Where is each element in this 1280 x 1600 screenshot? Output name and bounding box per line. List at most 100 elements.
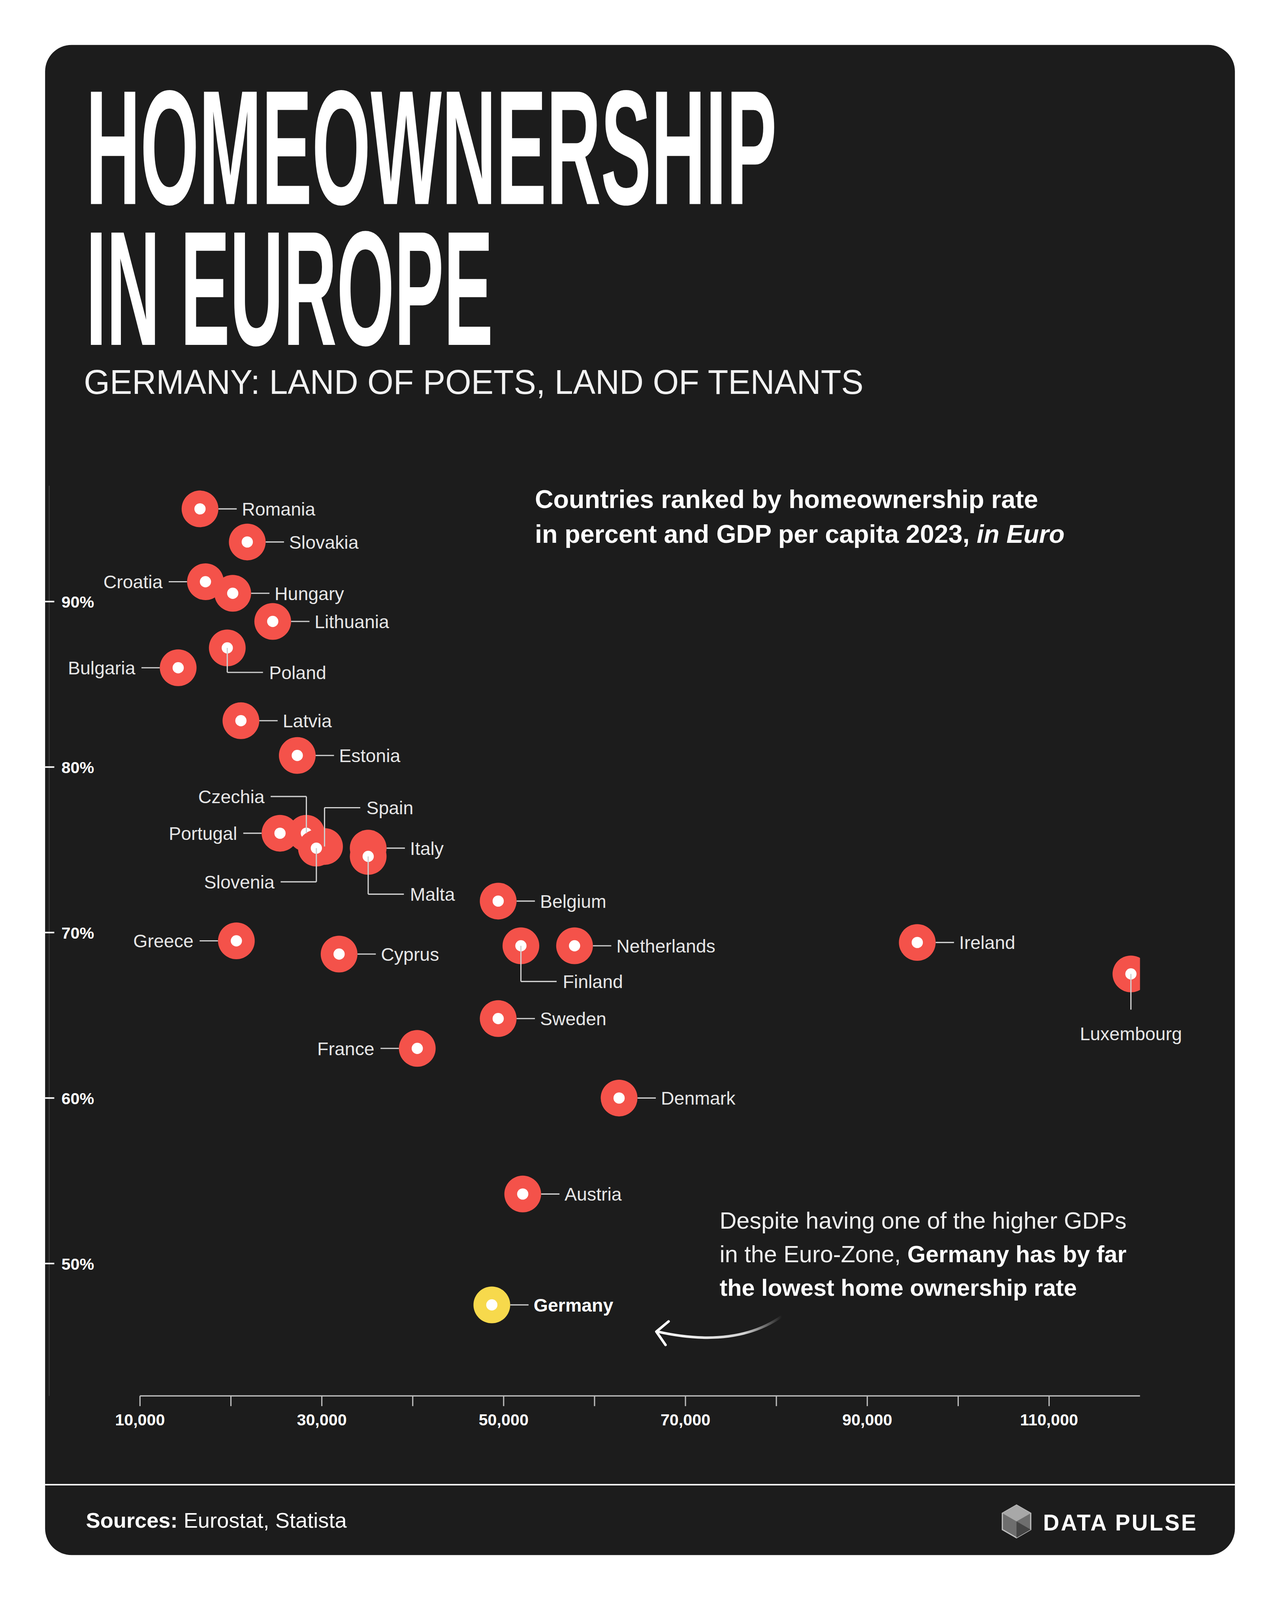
point-label: Slovakia: [289, 532, 359, 553]
leader: [592, 944, 612, 947]
annotation: Despite having one of the higher GDPs: [719, 1207, 1127, 1234]
point-label: Belgium: [540, 891, 607, 912]
x-tick-label: 90,000: [842, 1410, 893, 1429]
point-center: [199, 576, 211, 588]
point-label: Greece: [133, 930, 194, 952]
y-tick-label: 50%: [61, 1255, 95, 1274]
leader: [243, 832, 262, 834]
point: [504, 1175, 542, 1213]
x-minor-tick: [775, 1395, 778, 1407]
x-tick: [139, 1395, 141, 1407]
point: [480, 882, 517, 920]
x-tick-label: 50,000: [478, 1410, 529, 1429]
leader: [368, 893, 404, 895]
leader: [141, 667, 160, 669]
arrow: [657, 1316, 782, 1338]
x-tick-label: 10,000: [114, 1410, 165, 1429]
leader: [270, 796, 307, 798]
point: [898, 924, 936, 961]
annotation-emphasis: Germany has by far: [907, 1240, 1127, 1268]
source-label: Sources:: [85, 1508, 178, 1533]
point-center: [492, 895, 504, 907]
y-tick: [45, 600, 55, 603]
y-tick: [45, 1097, 55, 1099]
logo-facet: [1002, 1505, 1031, 1522]
point-center: [486, 1299, 498, 1311]
point: [556, 927, 593, 965]
x-minor-tick: [412, 1395, 414, 1407]
brand: DATA PULSE: [1042, 1510, 1198, 1536]
annotation-text: in the Euro-Zone,: [719, 1240, 908, 1268]
leader: [935, 941, 954, 944]
point-label: Netherlands: [616, 935, 716, 957]
leader: [305, 796, 307, 834]
point-center: [291, 749, 303, 761]
annotation: in the Euro-Zone, Germany has by far: [719, 1240, 1127, 1268]
point-label: Estonia: [338, 745, 401, 767]
logo-facet: [1016, 1521, 1031, 1538]
point-center: [333, 948, 345, 960]
leaders: [141, 508, 955, 1305]
point: [1112, 955, 1141, 993]
point-label: Hungary: [274, 583, 345, 605]
y-tick-label: 60%: [61, 1089, 95, 1108]
leader: [357, 953, 376, 955]
x-minor-tick: [593, 1395, 595, 1407]
point: [228, 523, 266, 561]
point-center: [568, 940, 580, 952]
point: [320, 935, 358, 973]
card: [45, 45, 1235, 1556]
point: [278, 737, 316, 774]
x-axis: [139, 1395, 1140, 1397]
y-tick: [45, 931, 55, 934]
point-center: [274, 827, 286, 839]
x-tick: [502, 1395, 505, 1407]
footer-rule: [45, 1483, 1235, 1486]
point: [261, 815, 299, 852]
point-center: [267, 615, 279, 627]
point-center: [613, 1092, 625, 1104]
x-minor-tick: [957, 1395, 959, 1407]
leader: [541, 1193, 560, 1195]
subtitle: GERMANY: LAND OF POETS, LAND OF TENANTS: [83, 362, 864, 402]
leader: [168, 581, 187, 583]
point: [600, 1079, 638, 1117]
leader: [315, 848, 317, 882]
title: IN EUROPE: [85, 197, 494, 380]
source: Sources: Eurostat, Statista: [85, 1508, 347, 1533]
leader: [510, 1304, 529, 1306]
leader: [386, 847, 405, 849]
point-center: [411, 1042, 423, 1055]
point-label: Malta: [410, 884, 456, 905]
point-label: Germany: [533, 1295, 614, 1316]
point: [222, 702, 260, 740]
x-tick: [1048, 1395, 1050, 1407]
point-label: Latvia: [282, 710, 332, 732]
x-tick: [866, 1395, 868, 1407]
point-label: Spain: [366, 797, 414, 819]
point-labels: RomaniaSlovakiaCroatiaHungaryLithuaniaPo…: [67, 498, 1183, 1316]
caption: in percent and GDP per capita 2023, in E…: [534, 519, 1065, 549]
point-label: Slovenia: [204, 871, 275, 893]
caption-emphasis: in Euro: [976, 519, 1065, 549]
caption: Countries ranked by homeownership rate: [534, 485, 1039, 514]
point: [218, 922, 255, 960]
leader: [227, 671, 263, 673]
point-center: [517, 1188, 529, 1200]
arrow-head: [656, 1321, 669, 1345]
point-center: [911, 936, 923, 948]
point: [160, 649, 197, 687]
logo: DATA PULSE: [1002, 1505, 1198, 1538]
point-label: Czechia: [198, 786, 265, 808]
leader: [251, 592, 270, 594]
logo-hex: [1002, 1505, 1031, 1538]
point-center: [172, 662, 184, 674]
y-tick: [45, 766, 55, 768]
point-label: Austria: [564, 1184, 622, 1205]
x-tick: [685, 1395, 687, 1407]
point-center: [235, 715, 247, 727]
point-label: Denmark: [660, 1088, 736, 1109]
point-label: Bulgaria: [67, 657, 136, 679]
point-label: Finland: [562, 971, 623, 992]
leader: [1130, 973, 1132, 1010]
